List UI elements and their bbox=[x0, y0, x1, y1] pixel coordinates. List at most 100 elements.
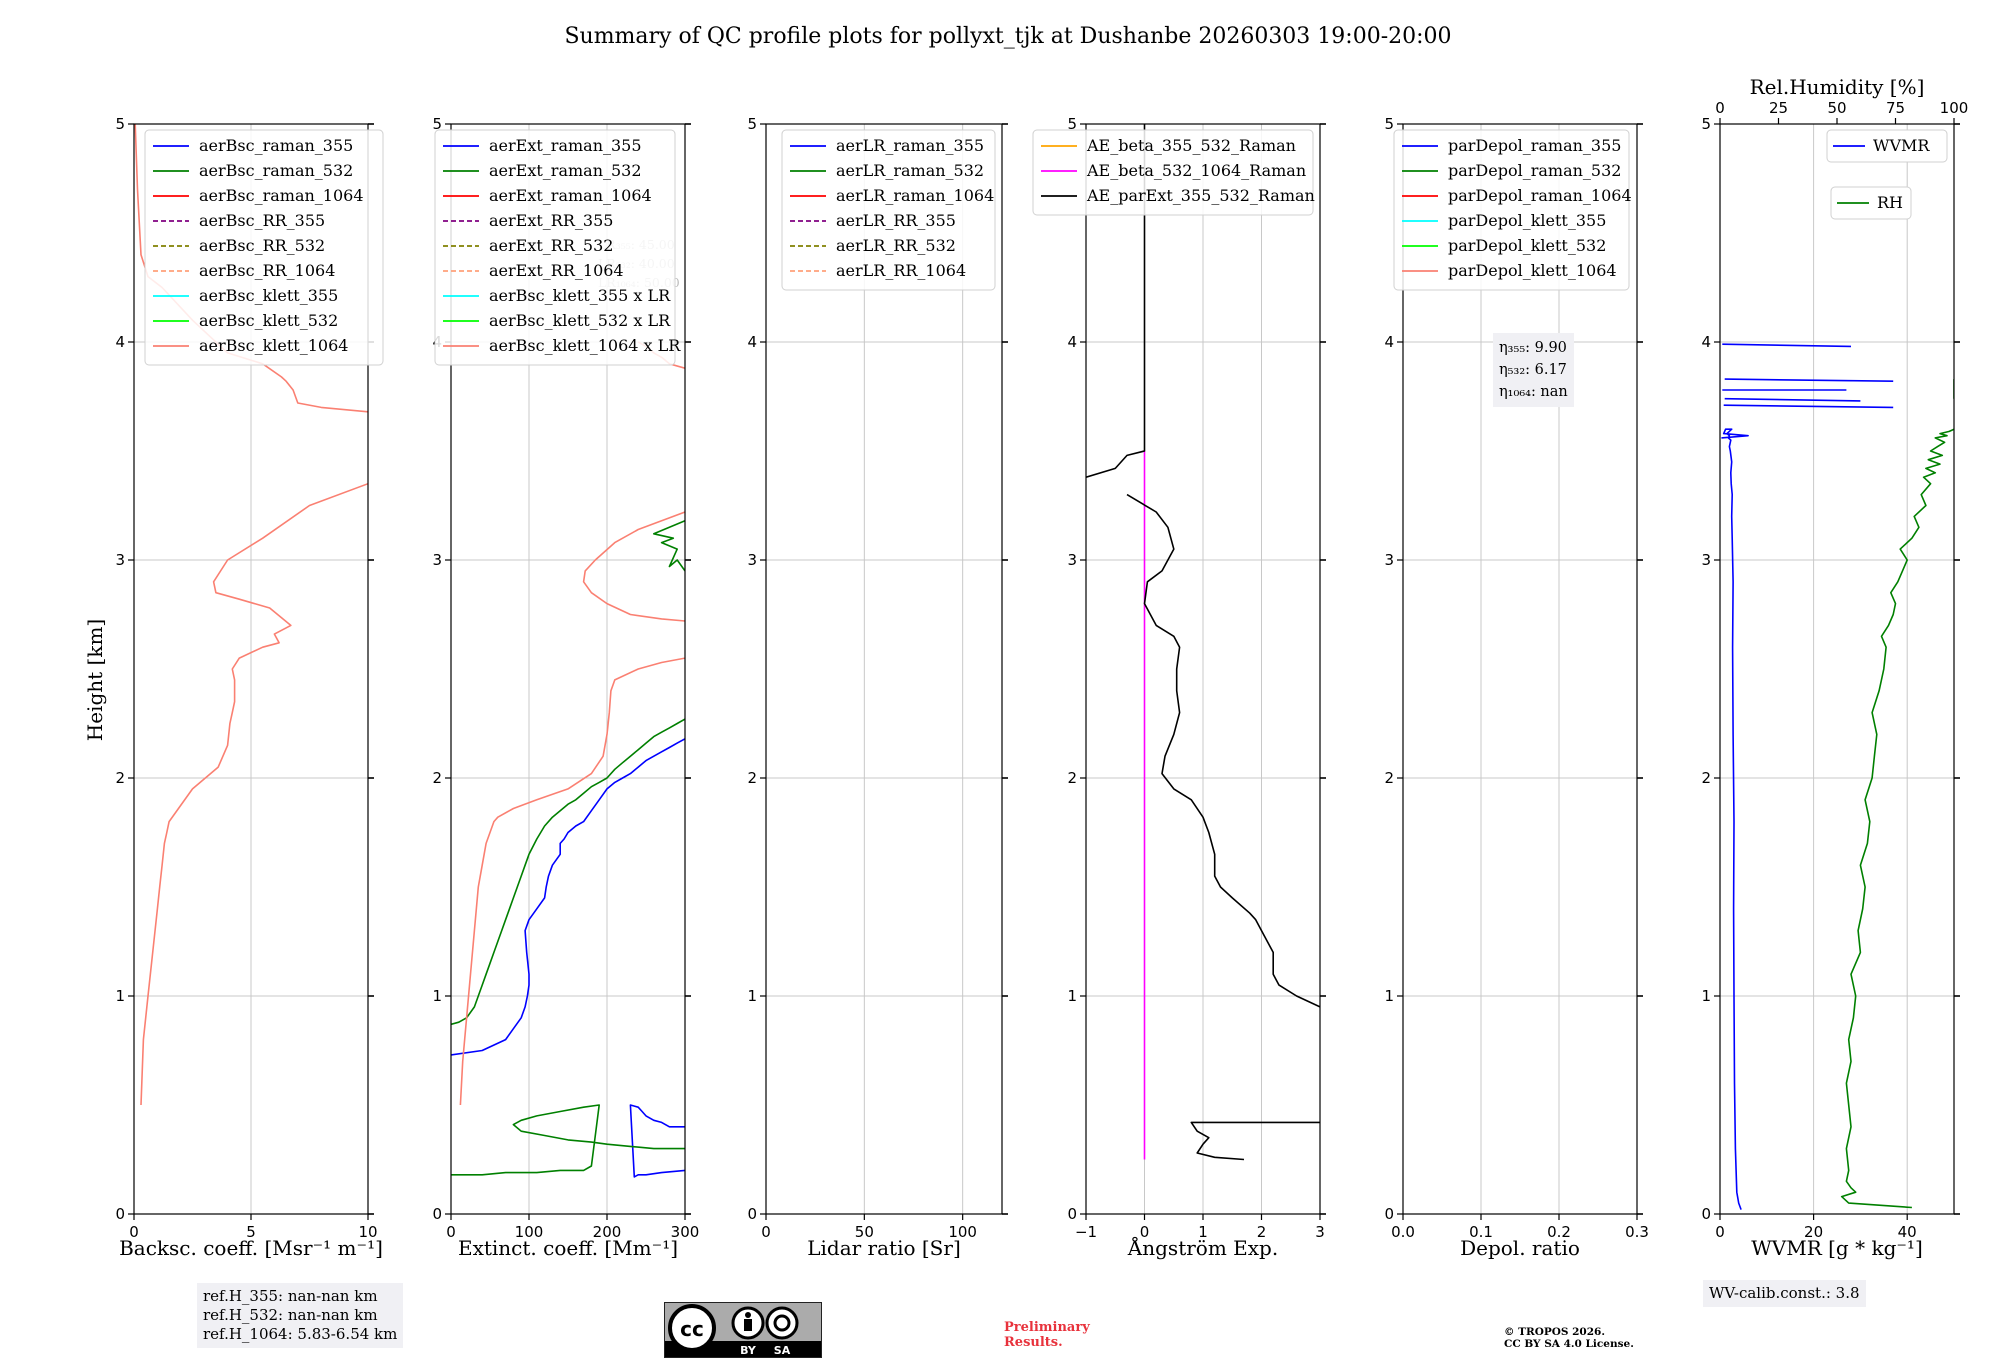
y-tick-label: 4 bbox=[1701, 333, 1711, 351]
series-line-wvmr-layer-4- bbox=[1724, 397, 1861, 402]
eta-532: η₅₃₂: 6.17 bbox=[1499, 362, 1567, 378]
eta-355: η₃₅₅: 9.90 bbox=[1499, 340, 1567, 356]
sa-share-icon bbox=[765, 1306, 799, 1340]
x-axis-label: Lidar ratio [Sr] bbox=[807, 1236, 961, 1260]
legend-label: aerLR_RR_355 bbox=[836, 211, 956, 230]
axes-frame bbox=[765, 123, 1003, 1215]
cc-sa-label: SA bbox=[774, 1344, 791, 1357]
legend-label: aerExt_RR_355 bbox=[489, 211, 613, 230]
legend-label: aerBsc_RR_1064 bbox=[199, 261, 335, 280]
series-line-aerext-raman-532 bbox=[451, 1104, 685, 1176]
x2-axis-label: Rel.Humidity [%] bbox=[1750, 75, 1925, 99]
series-line-wvmr-layer-5- bbox=[1723, 404, 1894, 409]
y-tick-label: 2 bbox=[432, 769, 442, 787]
x-axis-label: Ångström Exp. bbox=[1127, 1235, 1278, 1260]
legend-label: AE_beta_355_532_Raman bbox=[1086, 136, 1296, 155]
y-tick-label: 0 bbox=[432, 1205, 442, 1223]
x-tick-label: 0.1 bbox=[1469, 1223, 1493, 1241]
y-tick-label: 1 bbox=[1701, 987, 1711, 1005]
legend-label: WVMR bbox=[1873, 136, 1930, 155]
ref-h-355: ref.H_355: nan-nan km bbox=[203, 1287, 378, 1305]
y-tick-label: 3 bbox=[1067, 551, 1077, 569]
y-tick-label: 1 bbox=[1067, 987, 1077, 1005]
eta-box: η₃₅₅: 9.90 η₅₃₂: 6.17 η₁₀₆₄: nan bbox=[1493, 333, 1574, 407]
legend-label: aerBsc_klett_355 bbox=[199, 286, 338, 305]
legend-label: aerLR_raman_355 bbox=[836, 136, 984, 155]
y-tick-label: 0 bbox=[1384, 1205, 1394, 1223]
legend-label: aerBsc_raman_1064 bbox=[199, 186, 364, 205]
legend-label: aerBsc_RR_355 bbox=[199, 211, 325, 230]
series-line-aerbsc-klett-1064-x-lr-upper- bbox=[582, 511, 685, 622]
x-tick-label: 2 bbox=[1257, 1223, 1267, 1241]
legend: aerBsc_raman_355 aerBsc_raman_532 aerBsc_r… bbox=[144, 129, 384, 366]
series-line-wvmr-layers- bbox=[1722, 343, 1852, 348]
subplot-5: 0 1 2 3 4 5 0.0 0.1 0.2 0.3 Depol. ratio parDepol_r… bbox=[1384, 115, 1648, 1260]
series-line-rh bbox=[1840, 428, 1954, 1209]
x-axis-label: Depol. ratio bbox=[1460, 1236, 1580, 1260]
legend-label: aerExt_RR_532 bbox=[489, 236, 613, 255]
x-tick-label: 50 bbox=[855, 1223, 874, 1241]
y-tick-label: 0 bbox=[1701, 1205, 1711, 1223]
y-tick-label: 2 bbox=[747, 769, 757, 787]
legend-label: aerBsc_klett_532 bbox=[199, 311, 338, 330]
legend-label: aerLR_raman_1064 bbox=[836, 186, 994, 205]
series-line-aerext-raman-532-upper- bbox=[652, 520, 685, 572]
series-line-wvmr bbox=[1721, 428, 1749, 1210]
legend-label: aerExt_raman_532 bbox=[489, 161, 642, 180]
y-tick-label: 5 bbox=[115, 115, 125, 133]
copyright-note: © TROPOS 2026. CC BY SA 4.0 License. bbox=[1504, 1326, 1634, 1350]
legend-label: aerBsc_raman_532 bbox=[199, 161, 353, 180]
x-tick-label: 200 bbox=[593, 1223, 622, 1241]
series-group bbox=[1086, 124, 1320, 1161]
y-tick-label: 3 bbox=[747, 551, 757, 569]
y-tick-label: 1 bbox=[115, 987, 125, 1005]
wv-calib-const: WV-calib.const.: 3.8 bbox=[1709, 1284, 1860, 1302]
legend-frame bbox=[1826, 129, 1948, 163]
x-tick-label: 300 bbox=[671, 1223, 700, 1241]
x2-tick-label: 100 bbox=[1940, 99, 1969, 117]
y-tick-label: 1 bbox=[747, 987, 757, 1005]
y-tick-label: 5 bbox=[747, 115, 757, 133]
figure-title: Summary of QC profile plots for pollyxt_… bbox=[564, 24, 1451, 49]
series-line-aerext-raman-532-profile- bbox=[451, 718, 685, 1026]
axes-frame bbox=[1719, 123, 1955, 1215]
y-tick-label: 4 bbox=[747, 333, 757, 351]
y-tick-label: 0 bbox=[115, 1205, 125, 1223]
y-tick-label: 2 bbox=[1384, 769, 1394, 787]
wv-calib-box: WV-calib.const.: 3.8 bbox=[1703, 1280, 1866, 1307]
y-tick-label: 1 bbox=[1384, 987, 1394, 1005]
axes-frame bbox=[450, 123, 686, 1215]
x-tick-label: 3 bbox=[1315, 1223, 1325, 1241]
x2-tick-label: 50 bbox=[1827, 99, 1846, 117]
legend-label: aerBsc_klett_1064 x LR bbox=[489, 336, 681, 355]
ref-h-532: ref.H_532: nan-nan km bbox=[203, 1306, 378, 1324]
legend-frame bbox=[1032, 129, 1314, 216]
cc-by-sa-logo: cc BY SA bbox=[665, 1304, 821, 1357]
y-tick-label: 4 bbox=[1384, 333, 1394, 351]
y-tick-label: 5 bbox=[1701, 115, 1711, 133]
x-tick-label: 100 bbox=[948, 1223, 977, 1241]
legend-label: AE_beta_532_1064_Raman bbox=[1086, 161, 1306, 180]
legend: WVMR bbox=[1826, 129, 1948, 163]
legend-label: parDepol_klett_532 bbox=[1448, 236, 1606, 255]
legend: parDepol_raman_355 parDepol_raman_532 parD… bbox=[1393, 129, 1632, 291]
svg-text:cc: cc bbox=[680, 1317, 704, 1341]
legend-label: AE_parExt_355_532_Raman bbox=[1086, 186, 1315, 205]
x-tick-label: 0 bbox=[129, 1223, 139, 1241]
y-tick-label: 3 bbox=[1384, 551, 1394, 569]
x-tick-label: 40 bbox=[1898, 1223, 1917, 1241]
x-tick-label: 1 bbox=[1198, 1223, 1208, 1241]
legend-frame bbox=[144, 129, 384, 366]
series-line-aerbsc-klett-1064 bbox=[140, 482, 368, 1106]
y-tick-label: 5 bbox=[1384, 115, 1394, 133]
x-tick-label: −1 bbox=[1075, 1223, 1097, 1241]
copyright-line-2: CC BY SA 4.0 License. bbox=[1504, 1338, 1634, 1350]
x-axis-label: Extinct. coeff. [Mm⁻¹] bbox=[458, 1236, 678, 1260]
legend-label: aerLR_RR_1064 bbox=[836, 261, 966, 280]
series-line-aerext-raman-355 bbox=[629, 1104, 685, 1178]
